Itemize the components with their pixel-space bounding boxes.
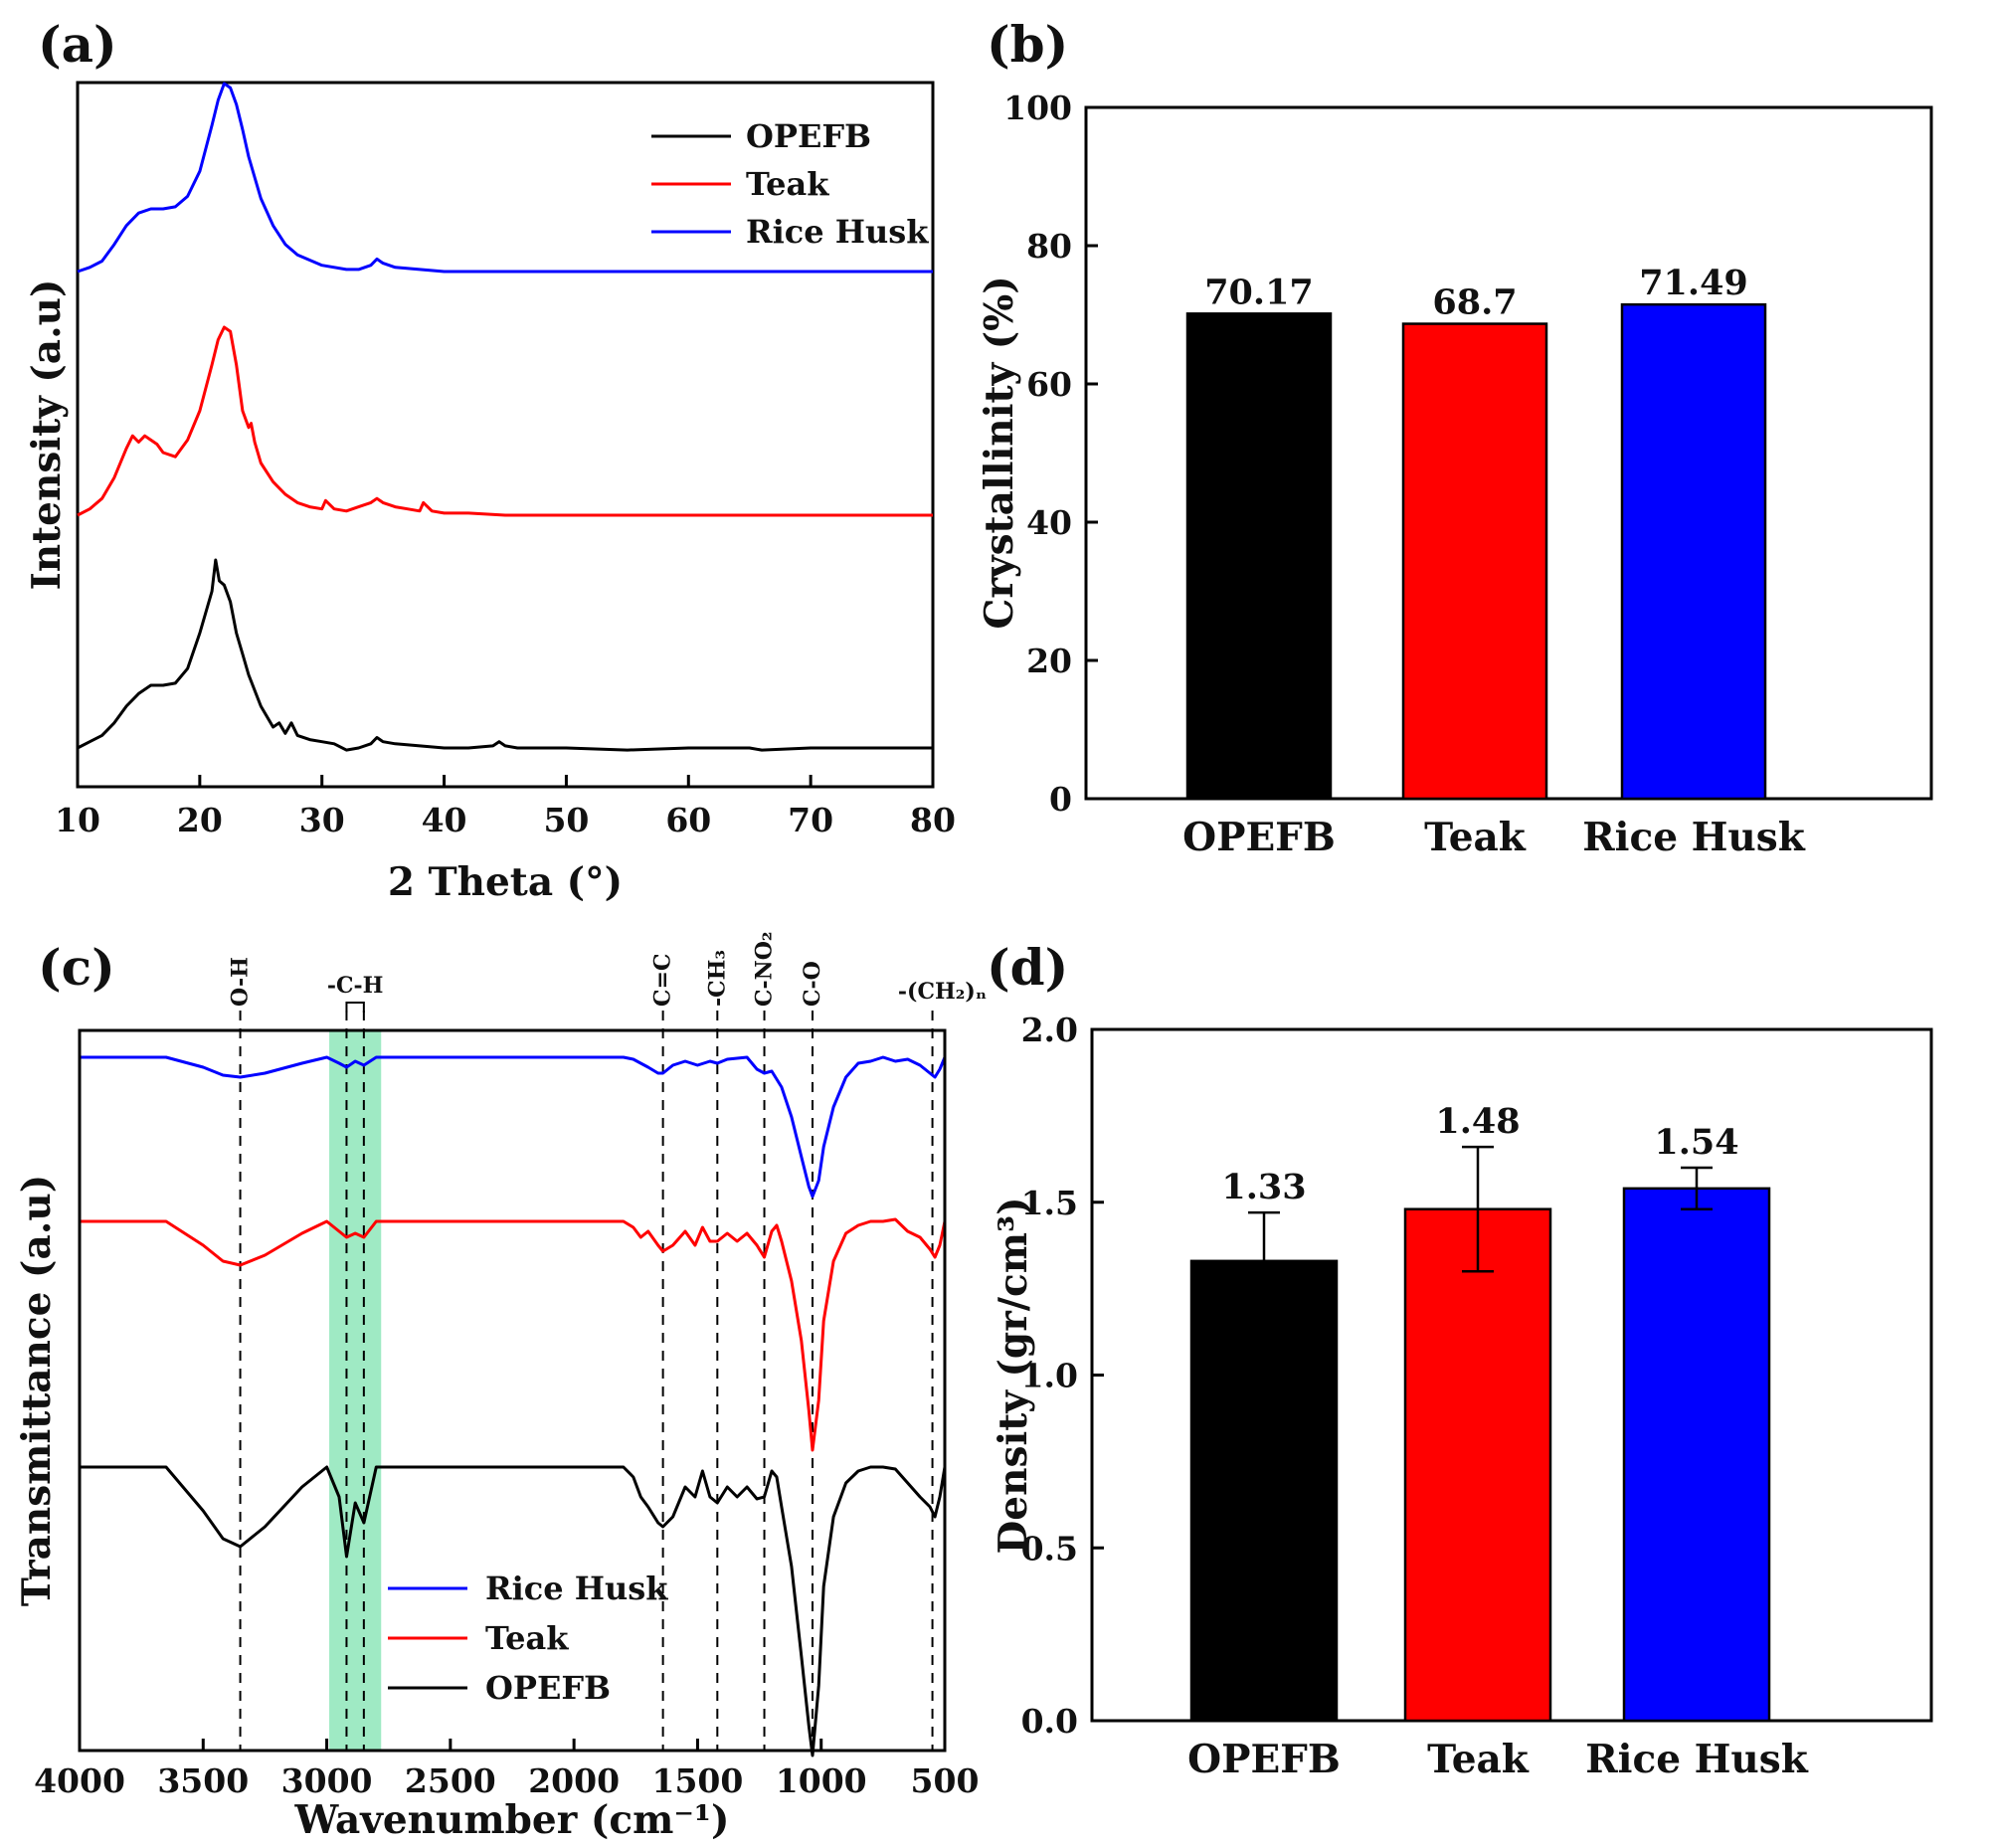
ftir-line-teak [80,1217,947,1452]
panel-a-series [77,82,933,752]
panel-d-bar-rice-husk [1622,1187,1771,1723]
panel-d-y-label: Density (gr/cm³) [991,1197,1036,1554]
panel-d-value-label-rice-husk: 1.54 [1654,1122,1738,1163]
panel-c-x-label: Wavenumber (cm⁻¹) [294,1797,730,1843]
panel-a-frame [76,81,935,789]
panel-d-y-tick-label: 2.0 [1021,1011,1078,1049]
panel-b-y-tick-label: 40 [1026,503,1072,542]
panel-b-value-label-teak: 68.7 [1432,282,1517,323]
panel-d-value-label-teak: 1.48 [1435,1101,1520,1142]
xrd-line-rice-husk [77,82,933,274]
panel-a: (a) 10 20 30 40 50 60 70 80 2 Theta (°) Intensi… [24,15,956,905]
panel-d-bars: 1.33 1.48 1.54 [1189,1101,1771,1723]
ref-bracket-c-h [345,1002,365,1013]
panel-c-legend: Rice Husk Teak OPEFB [388,1570,668,1707]
xrd-line-opefb [77,558,933,752]
panel-c-frame [78,1028,947,1753]
panel-a-x-tick-label: 50 [543,801,589,839]
panel-c-x-tick-label: 3000 [281,1761,373,1800]
panel-c-x-tick-label: 2000 [528,1761,620,1800]
panel-c-y-label: Transmittance (a.u) [14,1175,60,1606]
panel-d-value-label-opefb: 1.33 [1221,1167,1306,1207]
panel-b-y-tick-label: 100 [1003,89,1072,127]
panel-d-y-tick-label: 0.0 [1021,1702,1078,1741]
panel-d-y-tick-label: 1.5 [1021,1184,1078,1222]
panel-d-y-tick-label: 1.0 [1021,1357,1078,1395]
panel-d-bar-opefb [1189,1259,1339,1723]
panel-d-x-tick-label-teak: Teak [1427,1737,1530,1782]
panel-a-legend: OPEFB Teak Rice Husk [651,117,929,251]
panel-b-y-tick-label: 80 [1026,227,1072,266]
panel-c-legend-rice-husk: Rice Husk [485,1570,668,1607]
ref-label-c-c: C=C [650,954,676,1007]
panel-d-axes: 0.0 0.5 1.0 1.5 2.0 OPEFB Teak Rice Husk [1021,1011,1809,1782]
ftir-line-rice-husk [80,1055,947,1199]
panel-b: (b) 0 20 40 60 80 100 OPEFB Teak Rice Husk 70.17… [977,15,1933,860]
panel-a-x-axis: 10 20 30 40 50 60 70 80 [55,775,956,839]
ref-label-ch: -CH₃ [704,950,730,1007]
panel-b-value-label-rice-husk: 71.49 [1639,263,1748,303]
panel-b-axes: 0 20 40 60 80 100 OPEFB Teak Rice Husk [1003,89,1806,860]
panel-a-x-tick-label: 80 [910,801,956,839]
panel-a-legend-rice-husk: Rice Husk [746,213,929,251]
panel-b-x-tick-label-opefb: OPEFB [1182,815,1336,860]
panel-b-y-tick-label: 20 [1026,642,1072,680]
panel-c-reference-lines: O-H -C-H C=C -CH₃ C-NO₂ C-O -(CH₂)ₙ [228,931,987,1751]
panel-a-label: (a) [38,15,117,74]
panel-a-x-tick-label: 70 [788,801,833,839]
panel-c-x-tick-label: 3500 [157,1761,249,1800]
panel-a-x-tick-label: 20 [177,801,223,839]
panel-a-legend-teak: Teak [746,165,829,203]
panel-b-y-tick-label: 60 [1026,365,1072,404]
panel-b-bar-teak [1401,322,1548,801]
panel-a-legend-opefb: OPEFB [746,117,871,155]
panel-c-x-tick-label: 2500 [405,1761,496,1800]
panel-d-x-tick-label-rice-husk: Rice Husk [1585,1737,1809,1782]
panel-c-legend-opefb: OPEFB [485,1669,611,1707]
panel-a-x-tick-label: 60 [665,801,711,839]
ref-label-o-h: O-H [228,957,254,1007]
ref-label-ch2-n: -(CH₂)ₙ [898,979,987,1005]
panel-d-x-tick-label-opefb: OPEFB [1187,1737,1341,1782]
panel-c-x-tick-label: 1500 [651,1761,743,1800]
c-h-stretch-band [329,1030,382,1751]
panel-c-x-tick-label: 1000 [776,1761,867,1800]
panel-c-legend-teak: Teak [485,1619,569,1657]
panel-b-bars: 70.17 68.7 71.49 [1185,263,1767,801]
ref-label-c-h: -C-H [327,973,384,999]
panel-b-y-tick-label: 0 [1049,780,1072,819]
panel-c-x-tick-label: 4000 [34,1761,125,1800]
ref-label-c-no: C-NO₂ [752,931,778,1007]
panel-b-bar-rice-husk [1620,302,1767,801]
ftir-line-opefb [80,1465,947,1757]
panel-c-label: (c) [38,938,115,997]
panel-c: (c) O-H -C-H C=C -CH₃ C-NO₂ C-O -(CH₂)ₙ 4000 35… [14,931,987,1843]
ref-label-c-o: C-O [800,961,825,1007]
panel-b-label: (b) [987,15,1068,74]
panel-d-bar-teak [1403,1207,1552,1723]
xrd-line-teak [77,325,933,517]
panel-b-x-tick-label-teak: Teak [1424,815,1527,860]
panel-d-label: (d) [987,938,1068,997]
panel-b-y-label: Crystallinity (%) [977,276,1022,629]
panel-b-x-tick-label-rice-husk: Rice Husk [1582,815,1806,860]
panel-b-bar-opefb [1185,312,1333,801]
panel-c-x-tick-label: 500 [911,1761,980,1800]
panel-a-x-label: 2 Theta (°) [388,859,623,905]
panel-a-x-tick-label: 30 [299,801,345,839]
panel-c-x-axis: 4000 3500 3000 2500 2000 1500 1000 500 [34,1739,979,1800]
panel-d: (d) 0.0 0.5 1.0 1.5 2.0 OPEFB Teak Rice Husk 1.… [987,938,1933,1782]
panel-a-x-tick-label: 10 [55,801,100,839]
panel-c-series [80,1055,947,1757]
panel-a-y-label: Intensity (a.u) [24,279,70,591]
panel-a-x-tick-label: 40 [422,801,467,839]
panel-b-value-label-opefb: 70.17 [1204,272,1314,312]
panel-d-y-tick-label: 0.5 [1021,1529,1078,1568]
